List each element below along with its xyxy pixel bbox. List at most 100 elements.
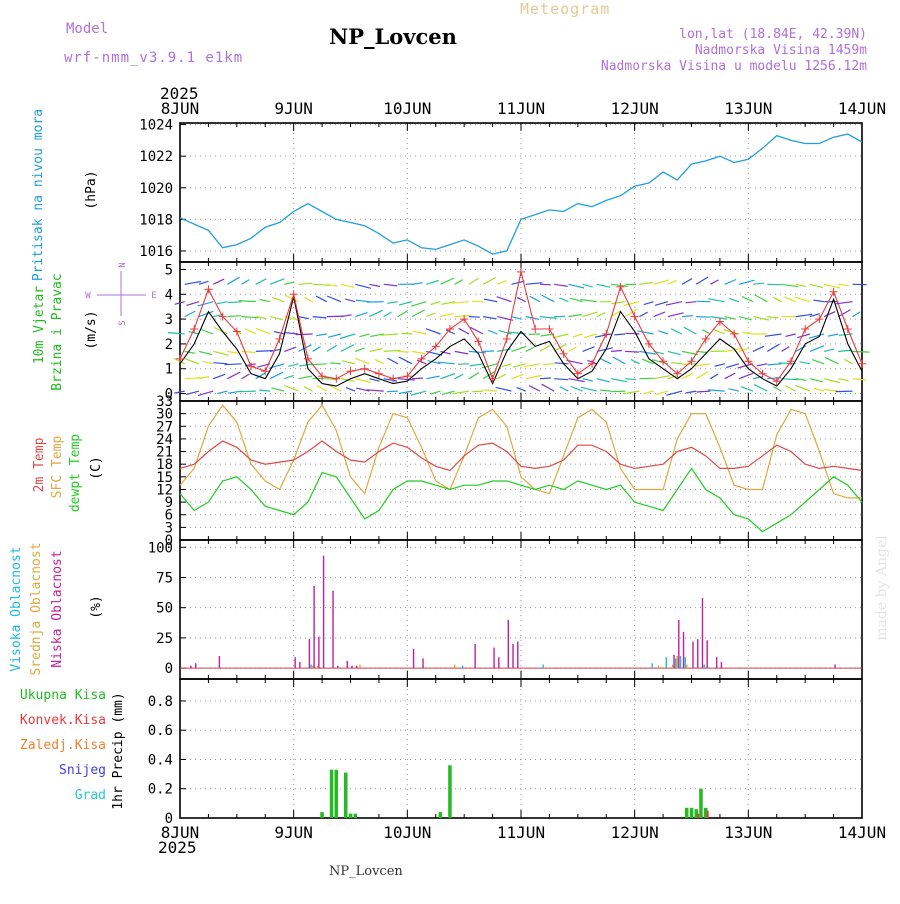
y-tick-label: 50 (156, 601, 173, 617)
wind-arrow (658, 331, 668, 334)
wind-arrow (725, 349, 741, 352)
top-day-label: 13JUN (724, 99, 772, 118)
wind-arrow (526, 347, 535, 351)
wind-arrow (455, 280, 463, 285)
wind-arrow (256, 328, 270, 334)
legend-rain-frz: Zaledj.Kisa (20, 738, 106, 753)
wind-arrow (568, 315, 582, 317)
wind-arrow (836, 391, 853, 392)
wind-arrow (285, 333, 299, 334)
pressure-label: Pritisak na nivou mora (31, 109, 46, 281)
y-tick-label: 25 (156, 631, 173, 647)
pressure-unit: (hPa) (84, 170, 99, 209)
wind-arrow (813, 300, 824, 302)
wind-arrow (784, 297, 795, 302)
compass-east: E (151, 291, 156, 301)
wind-arrow (346, 388, 355, 392)
wind-arrow (655, 391, 668, 395)
wind-arrow (814, 389, 824, 392)
wind-arrow (571, 387, 583, 392)
model-name: wrf-nmm_v3.9.1 e1km (64, 50, 243, 66)
wind-arrow (426, 281, 438, 285)
y-tick-label: 4 (165, 287, 173, 303)
wind-arrow (203, 361, 213, 363)
wind-arrow (260, 300, 270, 302)
top-day-label: 9JUN (274, 99, 313, 118)
wind-arrow (284, 375, 294, 378)
wind-arrow (213, 374, 225, 378)
wind-arrow (384, 312, 392, 317)
wind-arrow (239, 391, 256, 392)
bottom-day-label: 11JUN (497, 823, 545, 842)
dewpt-label: dewpt Temp (68, 434, 83, 512)
wind-arrow (375, 360, 384, 364)
precip-bar (439, 812, 443, 818)
legend-rain-conv: Konvek.Kisa (20, 713, 106, 728)
wind-arrow (342, 361, 355, 364)
wind-arrow (313, 347, 321, 352)
wind-arrow (441, 314, 454, 317)
wind-arrow (742, 297, 753, 302)
wind-arrow (426, 376, 439, 379)
wind-arrow (472, 391, 483, 392)
wind-arrow (639, 283, 653, 285)
wind-arrow (369, 349, 382, 352)
wind-arrow (838, 350, 852, 351)
precip-bar (707, 811, 709, 818)
wind-arrow (304, 387, 312, 391)
wind-arrow (613, 357, 626, 364)
wind-arrow (516, 388, 525, 392)
wind-arrow (270, 372, 283, 379)
wind-arrow (702, 330, 710, 334)
wind-arrow (753, 346, 764, 351)
wind-arrow (631, 360, 639, 364)
wind-arrow (825, 390, 839, 392)
wind-arrow (710, 280, 718, 284)
wind-arrow (838, 310, 850, 317)
wind-arrow (568, 379, 584, 382)
wind-arrow (512, 374, 524, 378)
wind-arrow (696, 317, 710, 318)
wind-arrow (387, 302, 398, 304)
wind-arrow (441, 374, 456, 379)
y-tick-label: 2 (165, 337, 173, 353)
lonlat-label: lon,lat (18.84E, 42.39N) (679, 27, 867, 42)
wind-arrow (696, 372, 708, 379)
wind-arrow (388, 358, 398, 364)
wind-arrow (671, 363, 682, 364)
wind-arrow (496, 387, 512, 391)
wind-arrow (796, 385, 810, 391)
wind-arrow (355, 284, 371, 288)
wind-arrow (553, 334, 569, 338)
wind-arrow (512, 317, 522, 320)
wind-arrow (583, 312, 598, 317)
wind-arrow (838, 284, 849, 286)
precip-bar (448, 765, 452, 818)
wind-arrow (667, 391, 683, 395)
wind-arrow (668, 313, 684, 317)
wind-arrow (327, 296, 341, 302)
wind-arrow (185, 351, 196, 353)
wind-arrow (583, 347, 595, 352)
wind-arrow (512, 346, 527, 351)
bottom-day-label: 14JUN (838, 823, 886, 842)
wind-arrow (568, 347, 576, 351)
precip-bar (690, 808, 694, 818)
wind-arrow (542, 384, 555, 391)
wind-arrow (757, 364, 768, 366)
wind-arrow (217, 302, 228, 304)
y-tick-label: 33 (156, 394, 173, 410)
wind-arrow (227, 316, 241, 317)
y-tick-label: 0 (165, 661, 173, 677)
cloud-low-label: Niska Oblacnost (50, 550, 65, 667)
wind-arrow (298, 376, 311, 379)
precip-bar (697, 814, 699, 818)
wind-arrow (186, 302, 199, 306)
wind-arrow (639, 312, 647, 316)
wind-arrow (611, 351, 622, 352)
wind-arrow (726, 364, 739, 368)
wind-arrow (355, 379, 371, 383)
y-tick-label: 5 (165, 262, 173, 278)
